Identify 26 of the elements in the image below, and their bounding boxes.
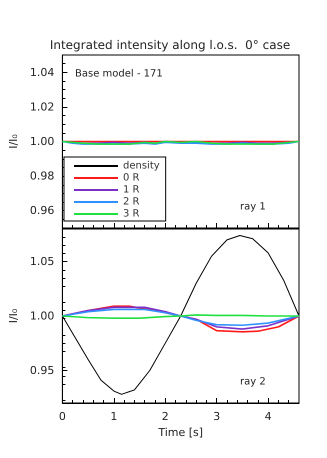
annotation: ray 1 — [240, 202, 266, 212]
x-tick-label: 1 — [110, 410, 118, 423]
legend-label: 1 R — [123, 184, 140, 196]
y-tick-label: 0.95 — [30, 364, 54, 377]
x-tick-label: 4 — [264, 410, 272, 423]
y-tick-label: 1.02 — [30, 100, 54, 114]
legend-label: density — [123, 160, 160, 172]
y-tick-label: 1.00 — [30, 310, 54, 322]
annotation: ray 2 — [240, 376, 266, 388]
x-tick-label: 0 — [58, 410, 66, 423]
y-tick-label: 1.04 — [30, 66, 54, 79]
x-tick-label: 3 — [213, 410, 220, 423]
y-tick-label: 0.98 — [30, 170, 54, 183]
y-axis-title: I/I₀ — [7, 308, 20, 324]
y-tick-label: 0.96 — [30, 204, 54, 218]
y-axis-title: I/I₀ — [7, 134, 20, 149]
legend-label: 0 R — [123, 172, 140, 184]
x-axis-title: Time [s] — [157, 426, 204, 439]
y-tick-label: 1.05 — [30, 255, 54, 268]
chart-title: Integrated intensity along l.o.s. 0° case — [50, 38, 290, 52]
line-series — [62, 308, 300, 326]
y-tick-label: 1.00 — [30, 135, 54, 148]
legend-label: 3 R — [123, 208, 140, 220]
legend-label: 2 R — [123, 196, 140, 208]
annotation: Base model - 171 — [75, 68, 163, 80]
x-tick-label: 2 — [162, 410, 169, 423]
